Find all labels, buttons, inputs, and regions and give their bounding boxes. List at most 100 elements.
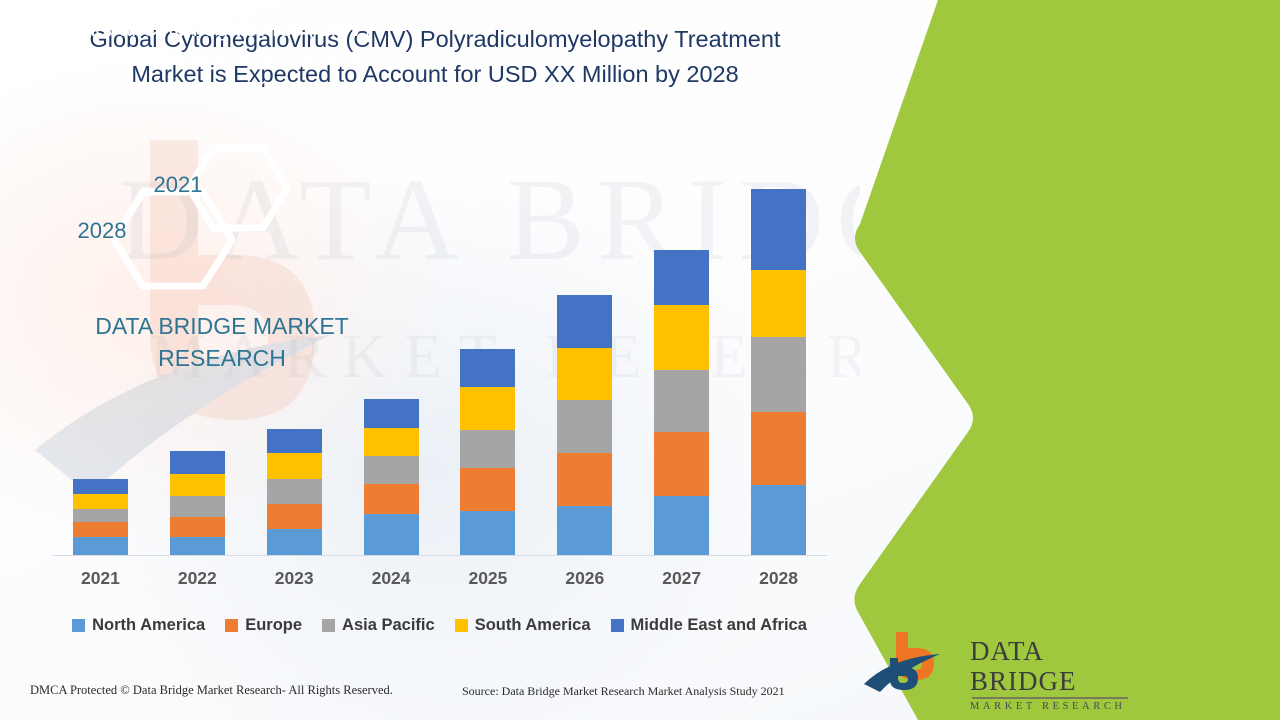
x-axis-label: 2026: [565, 568, 605, 588]
footer-source: Source: Data Bridge Market Research Mark…: [462, 684, 785, 698]
bar-segment[interactable]: [363, 427, 419, 457]
bar-segment[interactable]: [460, 468, 516, 511]
logo-wordmark: DATA BRIDGE MARKET RESEARCH: [970, 636, 1128, 712]
legend-label: South America: [474, 616, 591, 634]
bar-segment[interactable]: [72, 493, 128, 509]
hexagon-2021: [185, 144, 291, 232]
bar-segment[interactable]: [654, 431, 710, 496]
legend-swatch: [610, 619, 624, 632]
chart-plot-area: [52, 160, 827, 556]
x-axis-labels: 2021 2022 2023 2024 2025 2026 2027 2028: [52, 568, 827, 589]
bar-segment[interactable]: [363, 399, 419, 428]
bar-segment[interactable]: [654, 249, 710, 306]
bar-column: [536, 160, 633, 555]
bar-segment[interactable]: [266, 453, 322, 479]
bar-column: [52, 160, 149, 555]
chart-title: Global Cytomegalovirus (CMV) Polyradicul…: [89, 26, 781, 87]
bar-segment[interactable]: [751, 336, 807, 412]
bar-segment[interactable]: [266, 503, 322, 530]
stacked-bar[interactable]: [266, 428, 322, 555]
bar-segment[interactable]: [72, 537, 128, 555]
bar-column: [440, 160, 537, 555]
bar-segment[interactable]: [751, 188, 807, 270]
legend-label: North America: [92, 616, 206, 634]
stacked-bar[interactable]: [169, 451, 225, 555]
legend-item[interactable]: Asia Pacific: [322, 616, 435, 635]
bar-column: [730, 160, 827, 555]
legend-item[interactable]: Middle East and Africa: [610, 616, 807, 635]
bar-segment[interactable]: [169, 474, 225, 496]
x-axis-label: 2022: [177, 568, 217, 588]
footer-copyright: DMCA Protected © Data Bridge Market Rese…: [30, 683, 393, 697]
bar-segment[interactable]: [557, 347, 613, 400]
legend-item[interactable]: Europe: [225, 616, 302, 635]
logo-mark-icon: [864, 632, 940, 692]
bar-segment[interactable]: [363, 513, 419, 555]
brand-name-text: DATA BRIDGE MARKET RESEARCH: [95, 313, 349, 371]
panel-title: Global Cytomegalovirus (CMV) Polyradicul…: [57, 17, 387, 101]
x-axis-label: 2028: [759, 568, 799, 588]
hexagon-badges: [110, 144, 291, 290]
bar-column: [246, 160, 343, 555]
stacked-bar[interactable]: [751, 188, 807, 555]
bar-segment[interactable]: [460, 387, 516, 430]
bar-column: [343, 160, 440, 555]
bar-segment[interactable]: [169, 451, 225, 475]
green-side-panel: [854, 0, 1280, 720]
chart-legend: North America Europe Asia Pacific South Ame…: [52, 616, 827, 635]
x-axis-label: 2025: [468, 568, 508, 588]
hexagon-2028: [110, 188, 236, 290]
x-axis-label: 2023: [274, 568, 314, 588]
bar-segment[interactable]: [751, 269, 807, 337]
bar-segment[interactable]: [266, 478, 322, 504]
bar-segment[interactable]: [72, 478, 128, 494]
bar-segment[interactable]: [169, 516, 225, 538]
legend-label: Europe: [245, 616, 303, 634]
bar-segment[interactable]: [460, 429, 516, 469]
logo-main-text: DATA BRIDGE: [970, 636, 1077, 696]
stacked-bar[interactable]: [72, 478, 128, 555]
bar-segment[interactable]: [72, 508, 128, 523]
legend-label: Asia Pacific: [342, 616, 435, 634]
bar-segment[interactable]: [169, 537, 225, 555]
legend-swatch: [322, 619, 336, 632]
bar-column: [633, 160, 730, 555]
stacked-bar[interactable]: [654, 249, 710, 555]
bar-segment[interactable]: [654, 495, 710, 555]
x-axis-label: 2021: [80, 568, 120, 588]
bar-segment[interactable]: [654, 370, 710, 432]
legend-swatch: [454, 619, 468, 632]
bar-segment[interactable]: [363, 483, 419, 514]
bar-segment[interactable]: [460, 348, 516, 388]
stacked-bar[interactable]: [460, 348, 516, 555]
legend-item[interactable]: South America: [454, 616, 591, 635]
bar-segment[interactable]: [557, 295, 613, 348]
bar-segment[interactable]: [557, 505, 613, 555]
bar-column: [149, 160, 246, 555]
bar-segment[interactable]: [557, 453, 613, 506]
hexagon-2028-label: 2028: [77, 218, 127, 243]
stacked-bar[interactable]: [557, 295, 613, 555]
data-bridge-logo: DATA BRIDGE MARKET RESEARCH: [862, 628, 1128, 712]
bar-segment[interactable]: [654, 305, 710, 371]
bar-segment[interactable]: [363, 456, 419, 484]
hexagon-2021-label: 2021: [153, 172, 203, 197]
bar-segment[interactable]: [751, 411, 807, 485]
bar-segment[interactable]: [751, 484, 807, 555]
bar-segment[interactable]: [266, 529, 322, 555]
bar-segment[interactable]: [460, 510, 516, 555]
x-axis-label: 2024: [371, 568, 411, 588]
bar-segment[interactable]: [557, 399, 613, 454]
x-axis-label: 2027: [662, 568, 702, 588]
legend-swatch: [72, 619, 86, 632]
bar-segment[interactable]: [169, 495, 225, 517]
stacked-bar[interactable]: [363, 399, 419, 555]
bar-segment[interactable]: [266, 428, 322, 454]
bar-segment[interactable]: [72, 522, 128, 538]
legend-label: Middle East and Africa: [630, 616, 807, 634]
x-axis-line: [52, 555, 827, 556]
logo-sub-text: MARKET RESEARCH: [970, 700, 1126, 712]
bar-group: [52, 160, 827, 555]
legend-item[interactable]: North America: [72, 616, 205, 635]
